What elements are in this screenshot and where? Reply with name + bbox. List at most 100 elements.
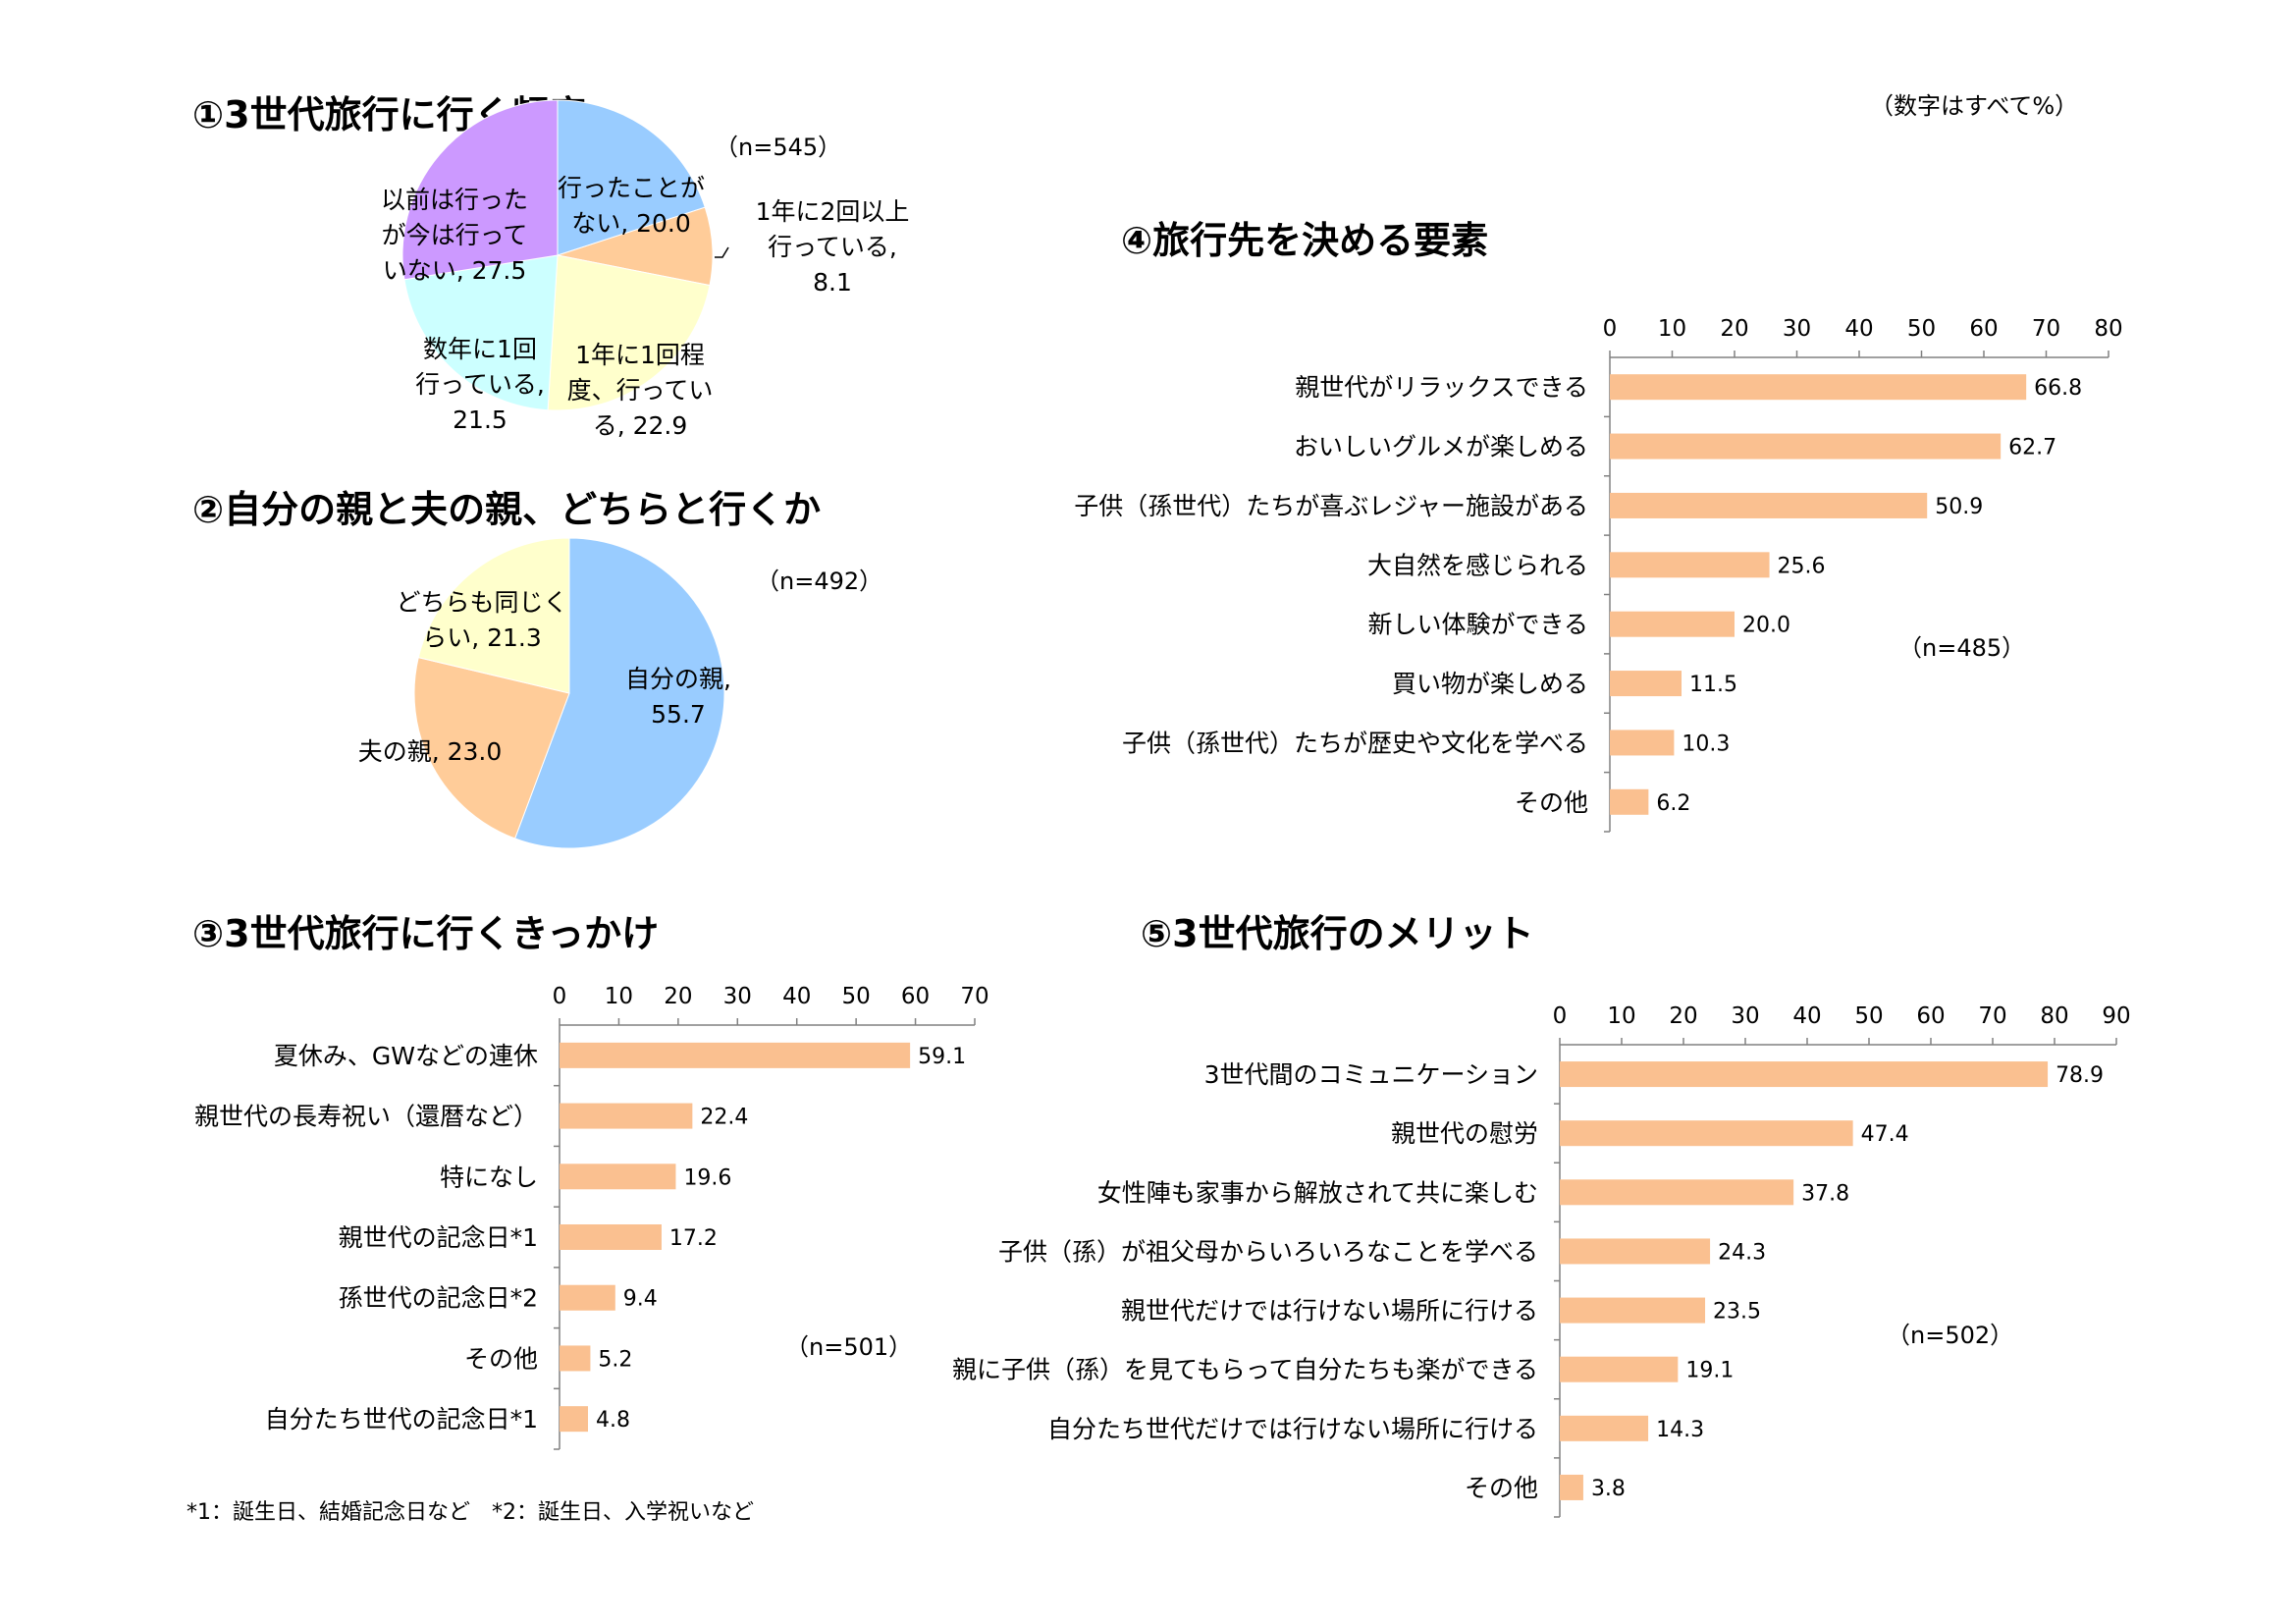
chart3-bar	[560, 1164, 676, 1190]
chart1-n-label: （n=545）	[715, 134, 842, 161]
chart4-tick-label: 80	[2094, 316, 2122, 342]
chart4-bar	[1610, 788, 1649, 815]
chart4-tick-label: 30	[1783, 316, 1811, 342]
chart3-category-label: その他	[464, 1344, 538, 1373]
chart1-slice-4	[401, 99, 559, 281]
chart4-category-label: 新しい体験ができる	[1367, 611, 1588, 639]
chart3-category-label: 親世代の長寿祝い（還暦など）	[194, 1103, 538, 1131]
chart4-bar	[1610, 433, 2002, 460]
chart5-bar	[1560, 1356, 1679, 1382]
chart4-bar	[1610, 611, 1735, 637]
chart4-tick-label: 40	[1844, 316, 1873, 342]
chart3-tick-label: 20	[664, 984, 692, 1009]
chart3-bar	[560, 1042, 911, 1068]
chart4-value-label: 62.7	[2008, 436, 2056, 460]
chart2-slice-0	[513, 537, 725, 849]
chart5-value-label: 14.3	[1656, 1418, 1704, 1442]
chart4-category-label: 買い物が楽しめる	[1392, 670, 1588, 698]
chart4-tick-label: 0	[1603, 316, 1618, 342]
chart5-value-label: 19.1	[1685, 1359, 1734, 1383]
chart5-value-label: 47.4	[1861, 1122, 1909, 1147]
chart3-value-label: 17.2	[669, 1226, 718, 1251]
chart3-tick-label: 40	[782, 984, 811, 1009]
chart4-tick-label: 20	[1720, 316, 1748, 342]
chart3-bar	[560, 1284, 615, 1311]
chart5-tick-label: 60	[1916, 1003, 1945, 1029]
chart3-tick-label: 70	[960, 984, 988, 1009]
chart2-slice-label-1: 夫の親, 23.0	[357, 737, 503, 766]
chart5-title: ⑤3世代旅行のメリット	[1141, 912, 1534, 955]
chart3-category-label: 自分たち世代の記念日*1	[265, 1405, 538, 1434]
chart3-value-label: 59.1	[918, 1045, 966, 1069]
chart4-category-label: 子供（孫世代）たちが喜ぶレジャー施設がある	[1074, 492, 1588, 520]
chart5-value-label: 3.8	[1591, 1477, 1626, 1501]
chart3-category-label: 親世代の記念日*1	[339, 1223, 538, 1252]
chart3-title: ③3世代旅行に行くきっかけ	[192, 912, 660, 955]
chart3-category-label: 夏休み、GWなどの連休	[274, 1042, 538, 1070]
chart5-bar	[1560, 1061, 2049, 1088]
chart4-category-label: 子供（孫世代）たちが歴史や文化を学べる	[1122, 729, 1588, 757]
chart2-slice-label-0: 自分の親, 55.7	[625, 665, 731, 729]
chart5-category-label: 女性陣も家事から解放されて共に楽しむ	[1097, 1178, 1538, 1207]
chart1-slice-label-1: 1年に2回以上 行っている, 8.1	[755, 197, 910, 297]
chart1-slice-label-2: 1年に1回程 度、行ってい る, 22.9	[566, 341, 714, 440]
chart5-tick-label: 30	[1731, 1003, 1759, 1029]
chart4-category-label: 親世代がリラックスできる	[1295, 373, 1588, 402]
chart5-n-label: （n=502）	[1887, 1322, 2014, 1349]
chart5-bar	[1560, 1120, 1853, 1147]
chart5-category-label: 親に子供（孫）を見てもらって自分たちも楽ができる	[952, 1356, 1538, 1384]
chart4-value-label: 6.2	[1656, 791, 1690, 816]
chart3-value-label: 22.4	[700, 1106, 748, 1130]
chart4-bar	[1610, 492, 1928, 518]
chart4-bar	[1610, 552, 1770, 578]
chart1-slice-label-4: 以前は行った が今は行って いない, 27.5	[380, 186, 528, 285]
chart4-value-label: 11.5	[1689, 673, 1737, 697]
chart4-category-label: その他	[1515, 788, 1588, 817]
chart5-tick-label: 40	[1792, 1003, 1821, 1029]
chart4-category-label: 大自然を感じられる	[1367, 551, 1588, 579]
chart5-category-label: 子供（孫）が祖父母からいろいろなことを学べる	[998, 1237, 1538, 1266]
chart5-tick-label: 20	[1669, 1003, 1697, 1029]
chart3-bar	[560, 1345, 591, 1372]
chart4-value-label: 50.9	[1935, 495, 1983, 519]
chart3-value-label: 9.4	[623, 1287, 658, 1312]
chart3-bar	[560, 1406, 589, 1433]
chart4-bar	[1610, 671, 1682, 697]
chart3-tick-label: 60	[901, 984, 930, 1009]
chart2-title: ②自分の親と夫の親、どちらと行くか	[192, 488, 822, 531]
unit-note: （数字はすべて%）	[1870, 92, 2079, 120]
chart5-value-label: 23.5	[1713, 1300, 1761, 1325]
chart4-tick-label: 50	[1907, 316, 1936, 342]
chart5-value-label: 24.3	[1718, 1240, 1766, 1265]
chart5-category-label: その他	[1465, 1474, 1538, 1502]
chart3-bar	[560, 1224, 662, 1250]
chart4-value-label: 10.3	[1682, 731, 1730, 756]
chart3-tick-label: 0	[553, 984, 567, 1009]
chart1-slice-1	[556, 206, 714, 287]
chart2-slice-2	[417, 537, 570, 694]
chart2-slice-label-2: どちらも同じく らい, 21.3	[396, 588, 568, 652]
chart3-tick-label: 30	[723, 984, 752, 1009]
chart5-bar	[1560, 1179, 1794, 1206]
chart3-value-label: 5.2	[598, 1347, 632, 1372]
chart5-bar	[1560, 1238, 1711, 1265]
footnote: *1：誕生日、結婚記念日など *2：誕生日、入学祝いなど	[187, 1500, 754, 1525]
chart5-bar	[1560, 1415, 1649, 1441]
chart3-bar	[560, 1103, 693, 1129]
chart4-category-label: おいしいグルメが楽しめる	[1294, 433, 1588, 461]
chart3-n-label: （n=501）	[785, 1333, 913, 1361]
chart3-tick-label: 10	[605, 984, 633, 1009]
chart4-bar	[1610, 374, 2027, 401]
chart5-category-label: 親世代だけでは行けない場所に行ける	[1121, 1297, 1538, 1326]
chart4-bar	[1610, 730, 1675, 756]
chart4-value-label: 25.6	[1778, 554, 1826, 578]
chart5-tick-label: 70	[1978, 1003, 2006, 1029]
chart3-value-label: 19.6	[683, 1165, 731, 1190]
